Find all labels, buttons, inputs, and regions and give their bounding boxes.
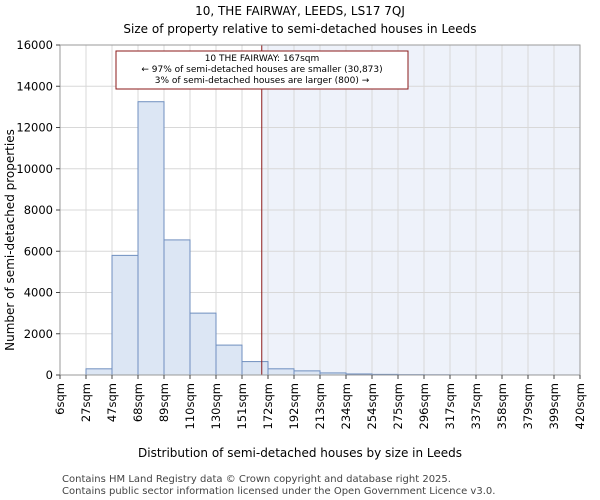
bar-47sqm: [111, 254, 139, 376]
annotation-line-1: 10 THE FAIRWAY: 167sqm: [205, 54, 320, 64]
bar-130sqm: [215, 344, 243, 376]
x-tick-label: 89sqm: [157, 383, 171, 422]
y-tick-label: 4000: [24, 286, 53, 300]
y-tick-label: 14000: [16, 79, 53, 93]
x-tick-label: 420sqm: [573, 383, 587, 429]
y-tick-label: 10000: [16, 162, 53, 176]
x-tick-label: 399sqm: [547, 383, 561, 429]
y-tick-label: 8000: [24, 203, 53, 217]
x-tick-label: 47sqm: [105, 383, 119, 422]
y-tick-label: 6000: [24, 244, 53, 258]
bar-89sqm: [163, 239, 191, 376]
y-tick-label: 2000: [24, 327, 53, 341]
x-axis-label: Distribution of semi-detached houses by …: [138, 446, 462, 460]
y-tick-label: 12000: [16, 121, 53, 135]
x-tick-label: 110sqm: [183, 383, 197, 429]
x-tick-label: 68sqm: [131, 383, 145, 422]
x-tick-label: 192sqm: [287, 383, 301, 429]
bar-27sqm: [85, 368, 113, 376]
x-tick-label: 6sqm: [53, 383, 67, 415]
x-tick-label: 27sqm: [79, 383, 93, 422]
annotation-line-3: 3% of semi-detached houses are larger (8…: [155, 76, 370, 86]
annotation-line-2: ← 97% of semi-detached houses are smalle…: [141, 65, 382, 75]
footer-line-1: Contains HM Land Registry data © Crown c…: [62, 474, 451, 485]
annotation-frame: [115, 50, 409, 90]
footer-line-2: Contains public sector information licen…: [62, 486, 495, 497]
x-tick-label: 234sqm: [339, 383, 353, 429]
chart-title: 10, THE FAIRWAY, LEEDS, LS17 7QJ: [195, 4, 405, 18]
y-axis-label: Number of semi-detached properties: [3, 129, 17, 351]
y-axis-ticks: 0 2000 4000 6000 8000 10000 12000 14000 16000: [16, 38, 60, 382]
x-axis-ticks: 6sqm 27sqm 47sqm 68sqm 89sqm 110sqm 130sqm 151s…: [53, 375, 587, 429]
bar-172sqm: [267, 368, 295, 376]
bar-192sqm: [293, 370, 321, 376]
annotation-box: 10 THE FAIRWAY: 167sqm ← 97% of semi-det…: [115, 50, 409, 90]
y-tick-label: 0: [46, 368, 53, 382]
x-tick-label: 317sqm: [443, 383, 457, 429]
bar-151sqm: [241, 361, 269, 376]
x-tick-label: 296sqm: [417, 383, 431, 429]
x-tick-label: 337sqm: [469, 383, 483, 429]
chart-subtitle: Size of property relative to semi-detach…: [123, 22, 476, 36]
x-tick-label: 379sqm: [521, 383, 535, 429]
x-tick-label: 275sqm: [391, 383, 405, 429]
x-tick-label: 151sqm: [235, 383, 249, 429]
x-tick-label: 172sqm: [261, 383, 275, 429]
x-tick-label: 213sqm: [313, 383, 327, 429]
bar-110sqm: [189, 312, 217, 376]
x-tick-label: 254sqm: [365, 383, 379, 429]
y-tick-label: 16000: [16, 38, 53, 52]
x-tick-label: 358sqm: [495, 383, 509, 429]
bar-68sqm: [137, 101, 165, 376]
x-tick-label: 130sqm: [209, 383, 223, 429]
